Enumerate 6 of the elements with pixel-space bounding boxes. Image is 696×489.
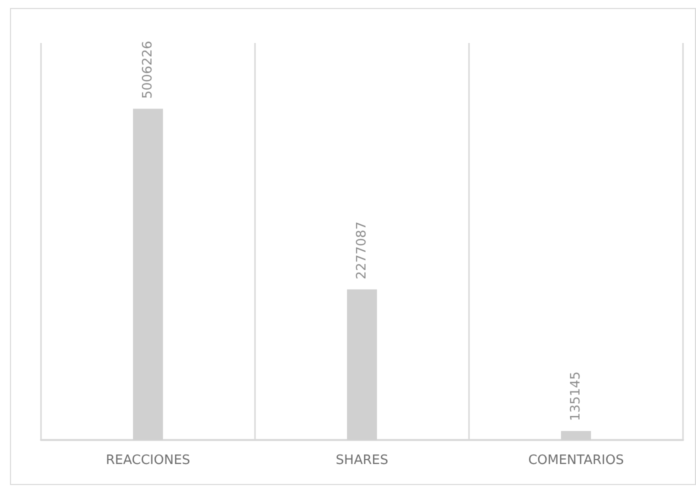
- x-tick-label: COMENTARIOS: [528, 453, 624, 468]
- data-label: 135145: [568, 371, 584, 422]
- data-label: 2277087: [354, 221, 370, 280]
- x-tick-label: REACCIONES: [106, 453, 190, 468]
- data-label: 5006226: [140, 40, 156, 99]
- x-tick-label: SHARES: [336, 453, 388, 468]
